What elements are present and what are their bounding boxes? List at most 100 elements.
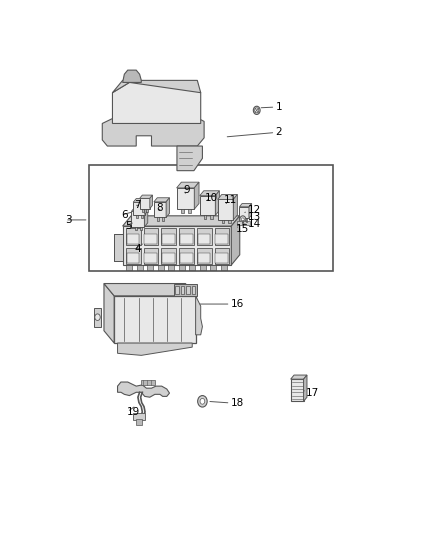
- Polygon shape: [95, 308, 101, 327]
- Text: 11: 11: [224, 195, 237, 205]
- Bar: [181, 209, 184, 213]
- Text: 14: 14: [247, 220, 261, 229]
- Bar: [177, 188, 194, 209]
- Bar: [162, 234, 175, 244]
- Bar: [114, 296, 196, 343]
- Bar: [144, 248, 159, 264]
- Text: 5: 5: [125, 221, 132, 231]
- Polygon shape: [117, 343, 192, 356]
- Bar: [141, 380, 155, 385]
- Polygon shape: [123, 70, 141, 83]
- Bar: [197, 248, 212, 264]
- Text: 19: 19: [127, 407, 140, 417]
- Polygon shape: [131, 207, 148, 211]
- Polygon shape: [145, 199, 148, 215]
- Polygon shape: [104, 284, 196, 296]
- Polygon shape: [177, 182, 199, 188]
- Polygon shape: [304, 375, 307, 401]
- Bar: [147, 265, 153, 270]
- Bar: [242, 219, 244, 222]
- Bar: [114, 233, 123, 261]
- Bar: [180, 253, 193, 263]
- Bar: [237, 221, 242, 225]
- Circle shape: [95, 314, 100, 320]
- Bar: [168, 265, 174, 270]
- Polygon shape: [145, 207, 148, 227]
- Bar: [142, 208, 144, 212]
- Bar: [179, 248, 194, 264]
- Bar: [198, 234, 210, 244]
- Bar: [144, 229, 159, 245]
- Bar: [173, 284, 197, 296]
- Text: 10: 10: [205, 193, 218, 203]
- Bar: [222, 220, 224, 223]
- Bar: [126, 248, 141, 264]
- Polygon shape: [231, 216, 240, 265]
- Polygon shape: [218, 195, 237, 199]
- Bar: [127, 253, 139, 263]
- Bar: [127, 234, 139, 244]
- Polygon shape: [150, 195, 152, 208]
- Polygon shape: [166, 198, 170, 217]
- Bar: [180, 234, 193, 244]
- Text: 8: 8: [156, 204, 162, 213]
- Bar: [135, 227, 137, 230]
- Bar: [198, 253, 210, 263]
- Bar: [137, 265, 143, 270]
- Bar: [244, 221, 250, 225]
- Bar: [114, 233, 123, 261]
- Polygon shape: [240, 204, 251, 207]
- Polygon shape: [194, 182, 199, 209]
- Text: 3: 3: [65, 215, 71, 225]
- Bar: [145, 253, 157, 263]
- Circle shape: [254, 108, 259, 113]
- Bar: [140, 198, 150, 208]
- Bar: [162, 217, 164, 221]
- Bar: [291, 379, 304, 401]
- Text: 9: 9: [183, 185, 190, 195]
- Bar: [210, 265, 216, 270]
- Polygon shape: [215, 191, 219, 215]
- Polygon shape: [196, 296, 202, 335]
- Text: 6: 6: [121, 210, 128, 220]
- Bar: [135, 419, 142, 425]
- Bar: [215, 229, 230, 245]
- Polygon shape: [102, 115, 204, 146]
- Bar: [188, 209, 191, 213]
- Bar: [162, 253, 175, 263]
- Polygon shape: [249, 204, 251, 219]
- Circle shape: [200, 399, 205, 404]
- Text: 17: 17: [306, 388, 319, 398]
- Circle shape: [241, 218, 244, 221]
- Polygon shape: [291, 375, 307, 379]
- Bar: [175, 286, 179, 294]
- Bar: [197, 229, 212, 245]
- Bar: [204, 215, 206, 219]
- Bar: [189, 265, 195, 270]
- Circle shape: [240, 216, 246, 223]
- Bar: [200, 265, 206, 270]
- Polygon shape: [113, 80, 201, 93]
- Bar: [88, 165, 333, 271]
- Text: 16: 16: [230, 299, 244, 309]
- Polygon shape: [113, 83, 201, 124]
- Text: 18: 18: [230, 398, 244, 408]
- Bar: [133, 413, 145, 420]
- Circle shape: [198, 395, 207, 407]
- Bar: [141, 215, 143, 218]
- Text: 2: 2: [276, 127, 282, 138]
- Bar: [146, 208, 148, 212]
- Bar: [246, 219, 247, 222]
- Polygon shape: [133, 199, 148, 202]
- Polygon shape: [154, 198, 170, 202]
- Bar: [162, 248, 176, 264]
- Text: 4: 4: [134, 245, 141, 254]
- Bar: [136, 215, 138, 218]
- Bar: [215, 248, 230, 264]
- Bar: [181, 286, 184, 294]
- Bar: [131, 211, 145, 227]
- Bar: [133, 202, 145, 215]
- Bar: [179, 265, 185, 270]
- Bar: [200, 196, 215, 215]
- Bar: [158, 265, 164, 270]
